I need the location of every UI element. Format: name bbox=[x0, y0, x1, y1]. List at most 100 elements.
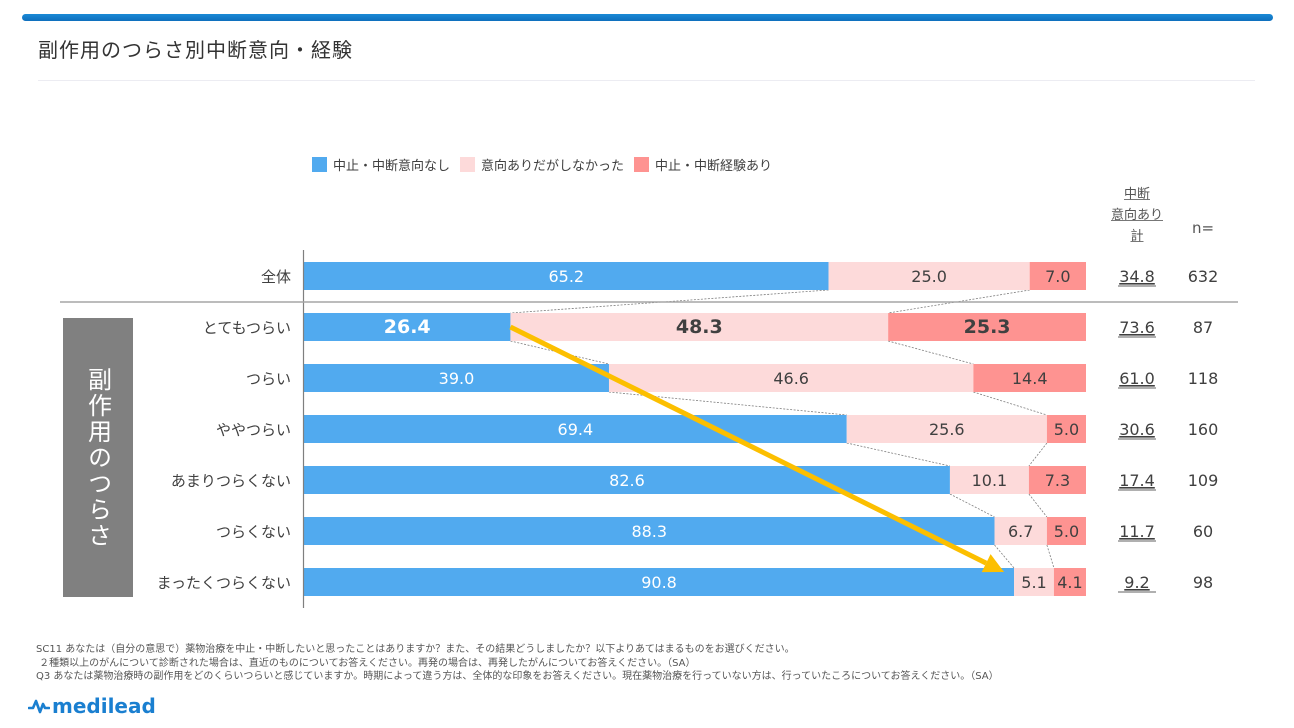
data-label-intent-not-done: 10.1 bbox=[972, 471, 1008, 490]
n-value: 87 bbox=[1193, 318, 1213, 337]
category-label: つらくない bbox=[216, 523, 291, 541]
bar-segment-no-intent bbox=[304, 364, 609, 392]
footnote-line: ２種類以上のがんについて診断された場合は、直近のものについてお答えください。再発… bbox=[36, 657, 696, 669]
category-label: つらい bbox=[246, 370, 291, 388]
data-label-no-intent: 39.0 bbox=[439, 369, 475, 388]
total-value: 30.6 bbox=[1119, 420, 1155, 439]
bar-segment-intent-not-done bbox=[846, 415, 1047, 443]
category-label: 全体 bbox=[261, 268, 291, 286]
data-label-no-intent: 26.4 bbox=[384, 316, 431, 338]
bars bbox=[304, 262, 1086, 596]
bar-segment-discontinued bbox=[1028, 466, 1086, 494]
totals-header-line-2: 意向あり bbox=[1110, 208, 1163, 223]
n-value: 118 bbox=[1188, 369, 1219, 388]
totals-header-line-1: 中断 bbox=[1123, 187, 1150, 202]
data-label-discontinued: 25.3 bbox=[964, 316, 1011, 338]
bar-segment-intent-not-done bbox=[1014, 568, 1054, 596]
data-label-intent-not-done: 6.7 bbox=[1008, 522, 1033, 541]
pulse-icon bbox=[28, 699, 50, 714]
connector-line bbox=[1028, 493, 1048, 518]
data-label-no-intent: 90.8 bbox=[641, 573, 677, 592]
total-value: 34.8 bbox=[1119, 267, 1155, 286]
logo-text: medilead bbox=[52, 694, 156, 718]
trend-arrow bbox=[509, 324, 1005, 573]
bar-segment-no-intent bbox=[304, 517, 995, 545]
bar-segment-intent-not-done bbox=[994, 517, 1047, 545]
legend-swatch-discontinued bbox=[634, 157, 650, 172]
bar-segment-discontinued bbox=[1046, 415, 1086, 443]
side-group-label: 副作用のつらさ bbox=[83, 366, 112, 549]
total-value: 73.6 bbox=[1119, 318, 1155, 337]
legend-swatch-no-intent bbox=[312, 157, 327, 172]
n-value: 60 bbox=[1193, 522, 1213, 541]
data-label-discontinued: 4.1 bbox=[1057, 573, 1082, 592]
title-divider bbox=[38, 80, 1255, 81]
total-value: 17.4 bbox=[1119, 471, 1155, 490]
connector-line bbox=[994, 544, 1015, 569]
connector-line bbox=[973, 391, 1048, 416]
data-label-intent-not-done: 25.6 bbox=[929, 420, 965, 439]
data-label-intent-not-done: 46.6 bbox=[773, 369, 809, 388]
page-title: 副作用のつらさ別中断意向・経験 bbox=[38, 38, 353, 62]
legend-item-no-intent: 中止・中断意向なし bbox=[312, 155, 450, 174]
footnote-line: Q3 あなたは薬物治療時の副作用をどのくらいつらいと感じていますか。時期によって… bbox=[36, 671, 999, 682]
total-value: 9.2 bbox=[1124, 573, 1149, 592]
connector-line bbox=[846, 442, 951, 467]
bar-segment-no-intent bbox=[304, 262, 829, 290]
data-label-no-intent: 69.4 bbox=[558, 420, 594, 439]
data-label-intent-not-done: 5.1 bbox=[1021, 573, 1046, 592]
total-value: 61.0 bbox=[1119, 369, 1155, 388]
legend-item-intent-not-done: 意向ありだがしなかった bbox=[460, 155, 624, 174]
legend-label-discontinued: 中止・中断経験あり bbox=[655, 159, 773, 174]
bar-segment-intent-not-done bbox=[510, 313, 889, 341]
footnote-line: SC11 あなたは（自分の意思で）薬物治療を中止・中断したいと思ったことはありま… bbox=[36, 644, 795, 655]
bar-segment-discontinued bbox=[1029, 262, 1086, 290]
bar-segment-discontinued bbox=[1053, 568, 1086, 596]
bar-segment-intent-not-done bbox=[949, 466, 1029, 494]
bar-segment-discontinued bbox=[1046, 517, 1086, 545]
category-label: ややつらい bbox=[216, 421, 291, 439]
bar-segment-no-intent bbox=[304, 568, 1015, 596]
connector-line bbox=[1046, 544, 1055, 569]
n-value: 632 bbox=[1188, 267, 1219, 286]
data-label-intent-not-done: 48.3 bbox=[676, 316, 723, 338]
labels: 65.2 25.0 7.0 全体 34.8 632 26.4 48.3 25.3 とてもつらい 73… bbox=[157, 267, 1219, 593]
brand-logo: medilead bbox=[28, 694, 156, 718]
totals-column-header: 中断 意向あり 計 bbox=[1100, 184, 1174, 247]
n-value: 109 bbox=[1188, 471, 1219, 490]
legend-label-no-intent: 中止・中断意向なし bbox=[333, 159, 451, 174]
connector-line bbox=[888, 340, 974, 365]
legend-swatch-intent-not-done bbox=[460, 157, 476, 172]
n-column-header: n= bbox=[1191, 219, 1215, 237]
bar-segment-intent-not-done bbox=[608, 364, 974, 392]
legend-item-discontinued: 中止・中断経験あり bbox=[634, 155, 772, 174]
side-group-box bbox=[63, 318, 133, 597]
data-label-intent-not-done: 25.0 bbox=[911, 267, 947, 286]
header-accent-bar bbox=[22, 14, 1273, 21]
total-value: 11.7 bbox=[1119, 522, 1155, 541]
chart-legend: 中止・中断意向なし 意向ありだがしなかった 中止・中断経験あり bbox=[312, 155, 782, 174]
connector-line bbox=[1028, 442, 1048, 467]
totals-header-line-3: 計 bbox=[1130, 229, 1144, 244]
bar-segment-discontinued bbox=[973, 364, 1086, 392]
n-value: 160 bbox=[1188, 420, 1219, 439]
data-label-discontinued: 7.3 bbox=[1045, 471, 1070, 490]
category-label: まったくつらくない bbox=[157, 574, 291, 592]
footnotes: SC11 あなたは（自分の意思で）薬物治療を中止・中断したいと思ったことはありま… bbox=[36, 643, 999, 684]
bar-segment-intent-not-done bbox=[828, 262, 1030, 290]
data-label-discontinued: 7.0 bbox=[1045, 267, 1070, 286]
category-label: あまりつらくない bbox=[171, 472, 291, 490]
data-label-discontinued: 5.0 bbox=[1054, 420, 1079, 439]
category-label: とてもつらい bbox=[203, 319, 291, 337]
bar-segment-no-intent bbox=[304, 313, 511, 341]
legend-label-intent-not-done: 意向ありだがしなかった bbox=[481, 159, 625, 174]
data-label-discontinued: 5.0 bbox=[1054, 522, 1079, 541]
data-label-no-intent: 88.3 bbox=[631, 522, 667, 541]
n-value: 98 bbox=[1193, 573, 1213, 592]
data-label-discontinued: 14.4 bbox=[1012, 369, 1048, 388]
data-label-no-intent: 82.6 bbox=[609, 471, 645, 490]
data-label-no-intent: 65.2 bbox=[548, 267, 584, 286]
connector-line bbox=[949, 493, 995, 518]
bar-segment-discontinued bbox=[888, 313, 1086, 341]
